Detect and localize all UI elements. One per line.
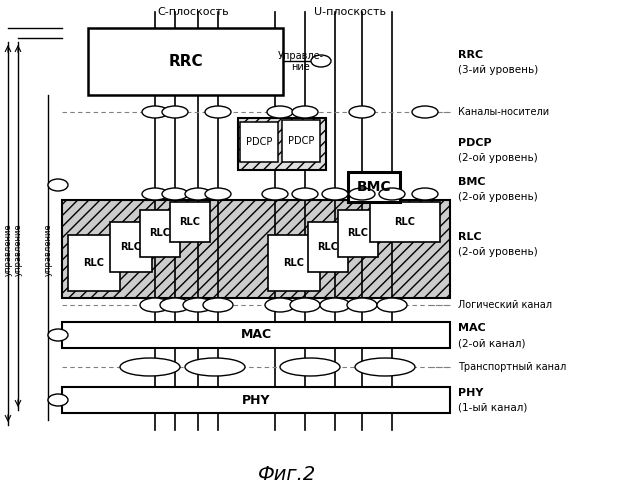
Ellipse shape [205, 188, 231, 200]
Bar [238, 118, 326, 170]
Ellipse shape [48, 394, 68, 406]
Ellipse shape [322, 188, 348, 200]
Ellipse shape [142, 188, 168, 200]
Bar [62, 322, 450, 348]
Text: Транспортный канал: Транспортный канал [458, 362, 566, 372]
Text: PDCP: PDCP [458, 138, 491, 148]
Bar [338, 210, 378, 257]
Bar [62, 200, 450, 298]
Ellipse shape [280, 358, 340, 376]
Text: (2-ой уровень): (2-ой уровень) [458, 192, 538, 202]
Text: Логический канал: Логический канал [458, 300, 552, 310]
Bar [282, 120, 320, 162]
Bar [240, 122, 278, 162]
Ellipse shape [412, 188, 438, 200]
Ellipse shape [185, 188, 211, 200]
Text: RLC: RLC [347, 228, 368, 238]
Bar [88, 28, 283, 95]
Bar [348, 172, 400, 202]
Text: Фиг.2: Фиг.2 [258, 466, 317, 484]
Text: Управле-
ние: Управле- ние [278, 50, 324, 72]
Text: MAC: MAC [458, 323, 486, 333]
Text: RLC: RLC [180, 217, 201, 227]
Text: С-плоскость: С-плоскость [157, 7, 229, 17]
Text: (2-ой уровень): (2-ой уровень) [458, 247, 538, 257]
Text: RLC: RLC [121, 242, 142, 252]
Ellipse shape [185, 358, 245, 376]
Ellipse shape [205, 106, 231, 118]
Text: PHY: PHY [242, 394, 271, 406]
Ellipse shape [290, 298, 320, 312]
Bar [268, 235, 320, 291]
Bar [170, 202, 210, 242]
Ellipse shape [267, 106, 293, 118]
Ellipse shape [162, 188, 188, 200]
Ellipse shape [311, 55, 331, 67]
Text: RLC: RLC [394, 217, 415, 227]
Ellipse shape [379, 188, 405, 200]
Bar [308, 222, 348, 272]
Bar [370, 202, 440, 242]
Ellipse shape [265, 298, 295, 312]
Ellipse shape [203, 298, 233, 312]
Text: PHY: PHY [458, 388, 483, 398]
Ellipse shape [48, 179, 68, 191]
Text: управление: управление [13, 224, 22, 276]
Bar [140, 210, 180, 257]
Text: MAC: MAC [241, 328, 272, 342]
Ellipse shape [349, 188, 375, 200]
Text: RLC: RLC [283, 258, 305, 268]
Text: ВМС: ВМС [458, 177, 486, 187]
Text: PDCP: PDCP [288, 136, 314, 146]
Text: RLC: RLC [83, 258, 105, 268]
Bar [110, 222, 152, 272]
Ellipse shape [355, 358, 415, 376]
Ellipse shape [292, 188, 318, 200]
Text: RRC: RRC [458, 50, 483, 60]
Text: управление: управление [44, 224, 53, 276]
Ellipse shape [349, 106, 375, 118]
Ellipse shape [162, 106, 188, 118]
Ellipse shape [377, 298, 407, 312]
Text: RLC: RLC [458, 232, 481, 242]
Text: управление: управление [4, 224, 13, 276]
Text: Каналы-носители: Каналы-носители [458, 107, 549, 117]
Ellipse shape [160, 298, 190, 312]
Text: PDCP: PDCP [246, 137, 272, 147]
Text: U-плоскость: U-плоскость [314, 7, 386, 17]
Ellipse shape [320, 298, 350, 312]
Bar [62, 387, 450, 413]
Ellipse shape [120, 358, 180, 376]
Ellipse shape [140, 298, 170, 312]
Ellipse shape [347, 298, 377, 312]
Ellipse shape [183, 298, 213, 312]
Text: RRC: RRC [168, 54, 203, 69]
Text: (2-ой уровень): (2-ой уровень) [458, 153, 538, 163]
Text: (3-ий уровень): (3-ий уровень) [458, 65, 538, 75]
Text: RLC: RLC [318, 242, 338, 252]
Text: (2-ой канал): (2-ой канал) [458, 338, 526, 348]
Text: (1-ый канал): (1-ый канал) [458, 402, 528, 412]
Ellipse shape [142, 106, 168, 118]
Ellipse shape [292, 106, 318, 118]
Ellipse shape [48, 329, 68, 341]
Ellipse shape [412, 106, 438, 118]
Text: ВМС: ВМС [357, 180, 391, 194]
Bar [68, 235, 120, 291]
Text: RLC: RLC [149, 228, 171, 238]
Ellipse shape [262, 188, 288, 200]
